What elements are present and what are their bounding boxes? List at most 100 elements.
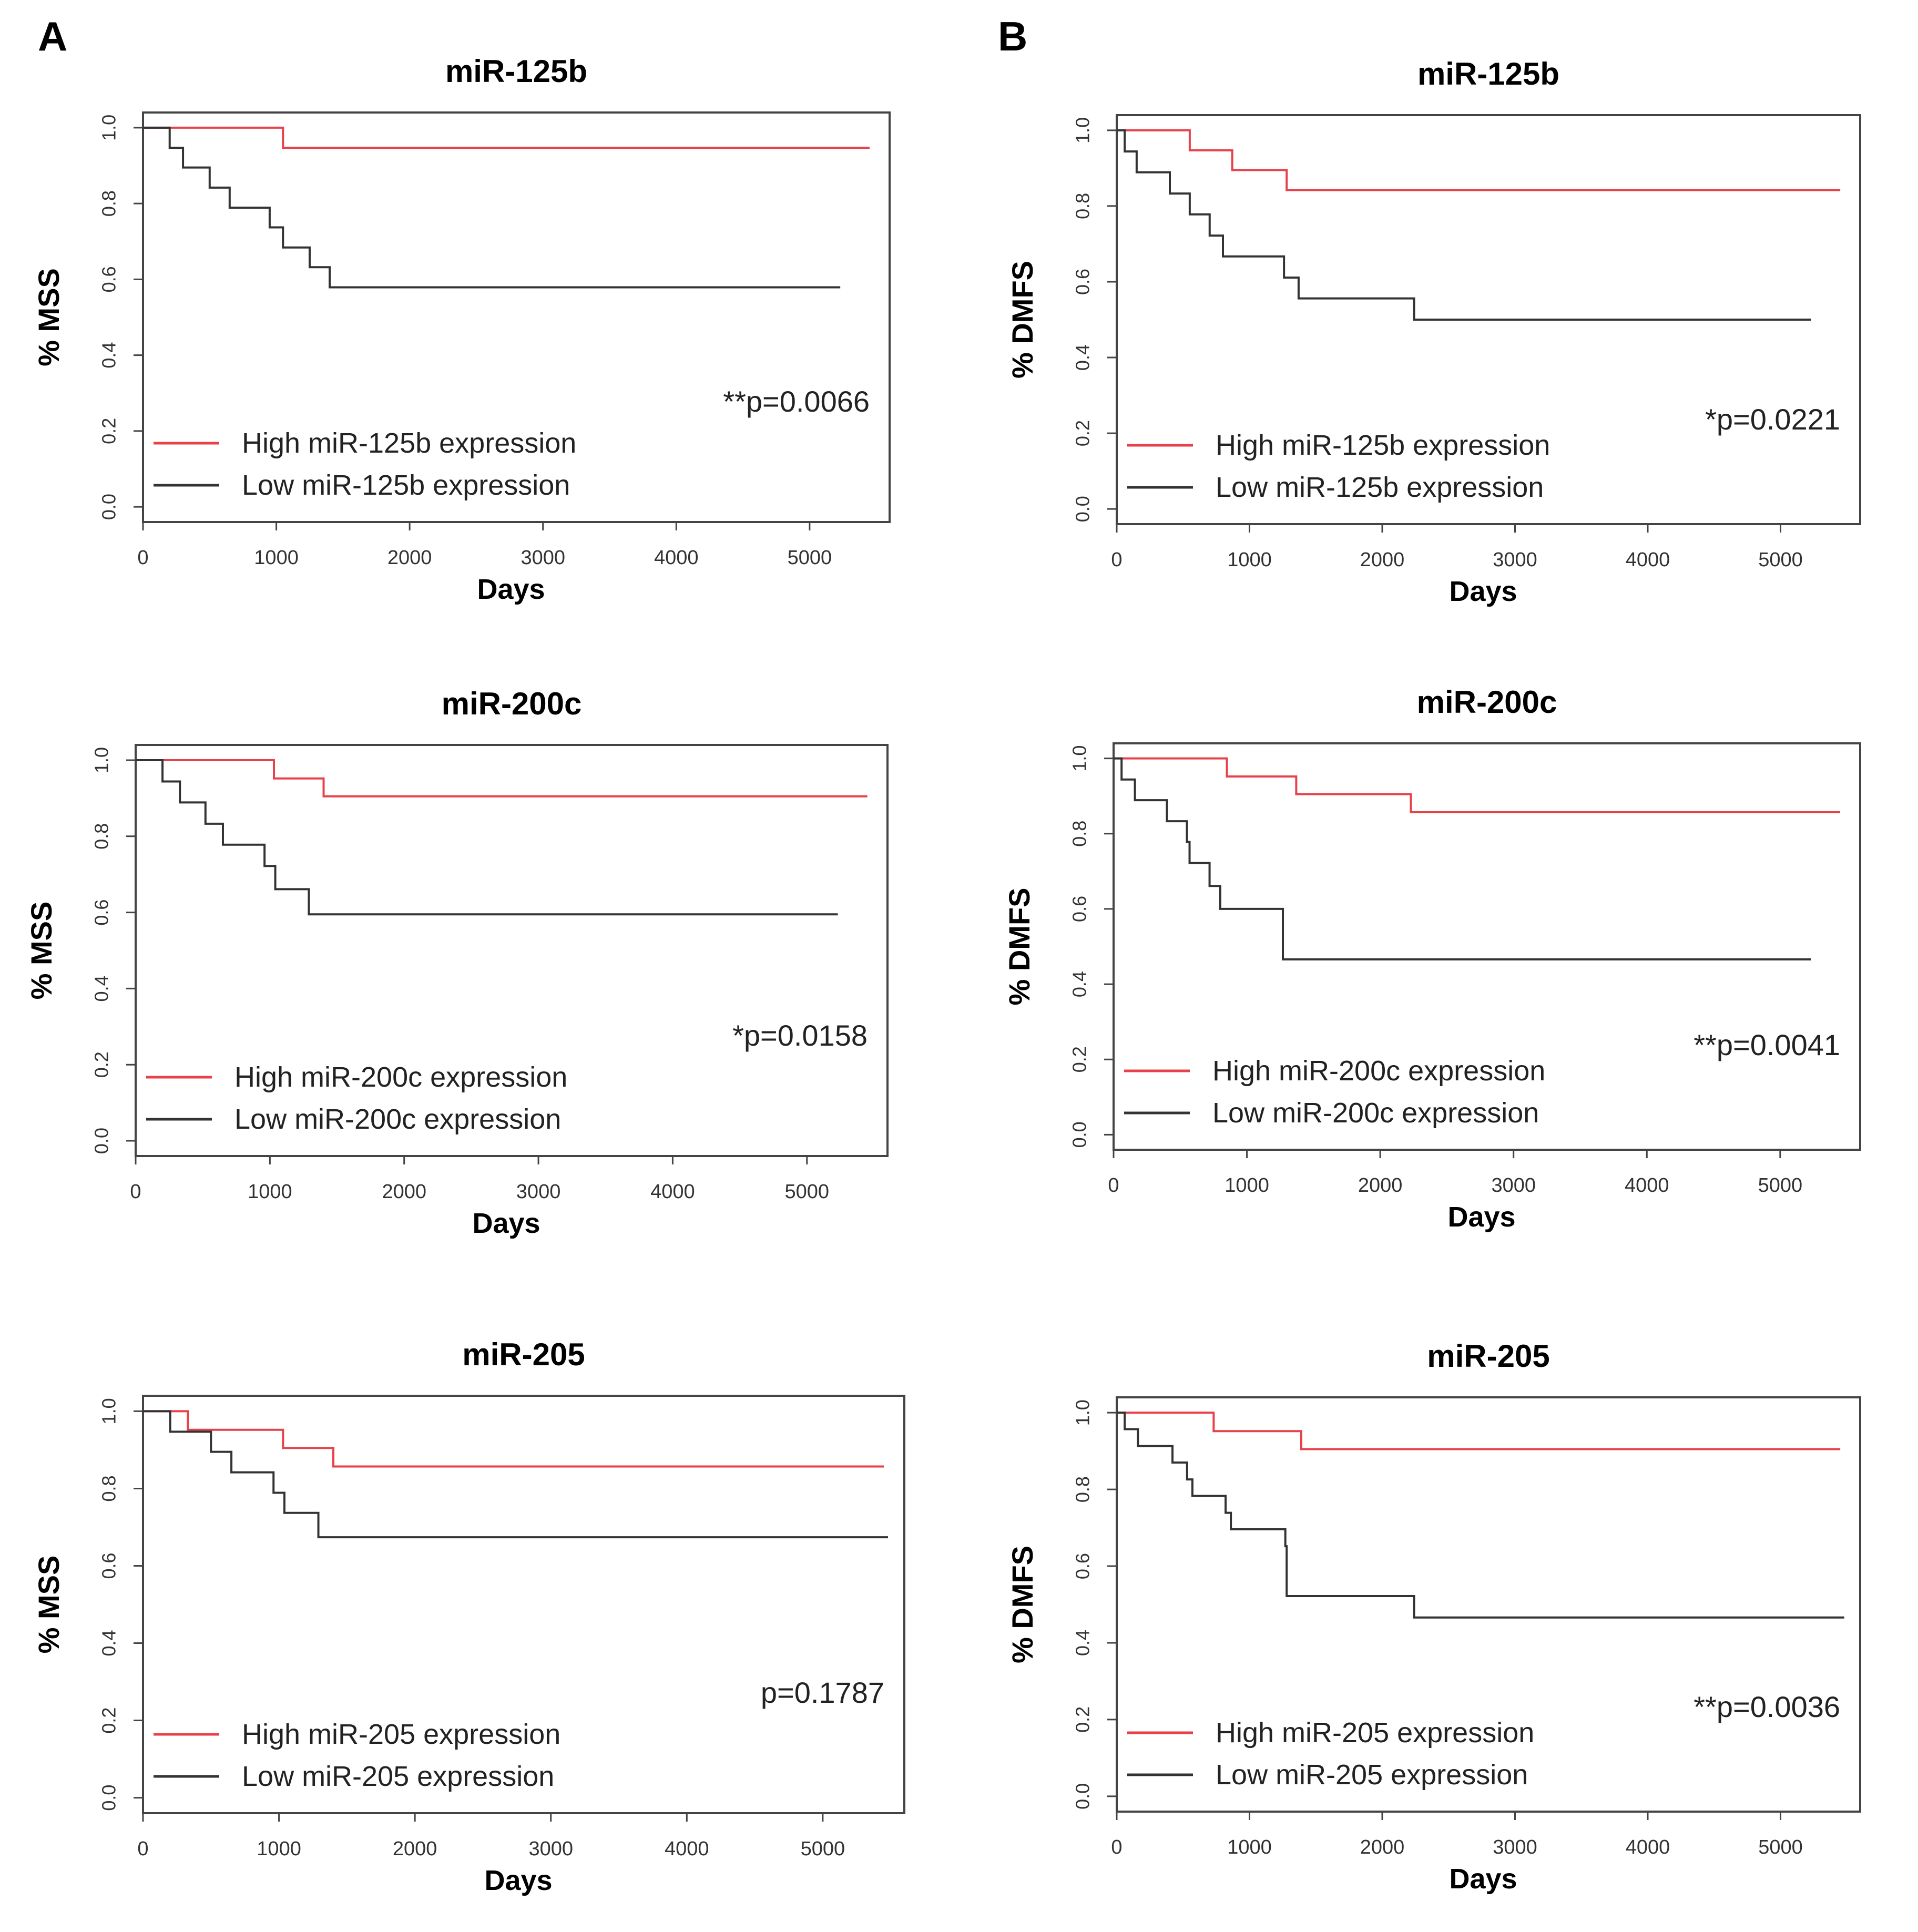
legend-label: High miR-125b expression (1216, 430, 1550, 461)
x-tick-label: 1000 (254, 547, 299, 569)
x-tick-label: 4000 (665, 1838, 709, 1860)
x-tick-label: 4000 (650, 1181, 695, 1203)
y-tick-label: 0.8 (1072, 193, 1094, 219)
high-expression-curve (143, 126, 870, 149)
p-value-annotation: *p=0.0158 (732, 1019, 868, 1052)
x-tick-label: 5000 (1758, 1836, 1803, 1858)
legend-label: Low miR-125b expression (242, 469, 570, 501)
y-axis-label: % DMFS (1006, 1546, 1039, 1663)
chart-title: miR-125b (1417, 56, 1559, 91)
y-axis-label: % MSS (25, 902, 58, 1000)
km-chart-b-mir-205: miR-205 0 1000 2000 3000 4000 5000 Days 0.0 0.2 0.… (1006, 1338, 1861, 1895)
x-tick-label: 0 (1111, 549, 1122, 571)
legend-label: Low miR-200c expression (234, 1103, 561, 1135)
km-chart-b-mir-125b: miR-125b 0 1000 2000 3000 4000 5000 Days 0.0 0.2 0… (1006, 56, 1861, 607)
x-axis-label: Days (484, 1865, 552, 1896)
x-tick-label: 5000 (1758, 549, 1803, 571)
low-expression-curve (136, 759, 838, 916)
x-tick-label: 2000 (382, 1181, 426, 1203)
high-expression-curve (136, 759, 868, 798)
km-chart-a-mir-200c: miR-200c 0 1000 2000 3000 4000 5000 Days 0.0 0.2 0… (25, 686, 889, 1239)
y-tick-label: 0.4 (91, 975, 113, 1001)
x-axis-label: Days (1447, 1201, 1515, 1233)
y-tick-label: 0.4 (1072, 1630, 1094, 1656)
legend-label: Low miR-205 expression (1216, 1759, 1528, 1791)
x-tick-label: 0 (137, 547, 148, 569)
y-tick-label: 0.6 (91, 899, 113, 926)
y-tick-label: 0.4 (98, 342, 120, 369)
chart-title: miR-200c (442, 686, 582, 721)
plot-frame (1116, 1396, 1861, 1813)
plot-frame (135, 744, 889, 1157)
plot-frame (1116, 114, 1861, 525)
low-expression-curve (1117, 1412, 1844, 1619)
p-value-annotation: **p=0.0066 (723, 385, 870, 418)
low-expression-curve (1114, 757, 1811, 960)
x-tick-label: 5000 (788, 547, 832, 569)
plot-frame (142, 111, 891, 523)
y-tick-label: 0.4 (1069, 971, 1090, 997)
x-axis-label: Days (477, 574, 545, 605)
y-tick-label: 1.0 (98, 115, 120, 141)
chart-title: miR-125b (445, 54, 587, 89)
legend-label: High miR-205 expression (1216, 1717, 1534, 1749)
y-tick-label: 0.2 (98, 1708, 120, 1734)
y-axis-label: % DMFS (1006, 261, 1039, 379)
low-expression-curve (143, 1410, 888, 1539)
y-tick-label: 0.0 (91, 1128, 113, 1154)
x-tick-label: 2000 (1358, 1174, 1403, 1197)
y-tick-label: 0.4 (1072, 344, 1094, 371)
legend-label: High miR-200c expression (1212, 1055, 1545, 1087)
high-expression-curve (1117, 129, 1841, 191)
y-tick-label: 1.0 (91, 747, 113, 773)
y-tick-label: 1.0 (98, 1398, 120, 1424)
x-tick-label: 1000 (257, 1838, 301, 1860)
y-tick-label: 1.0 (1072, 117, 1094, 144)
legend-label: High miR-205 expression (242, 1719, 560, 1750)
x-tick-label: 2000 (1360, 549, 1405, 571)
p-value-annotation: **p=0.0036 (1693, 1690, 1840, 1723)
x-tick-label: 5000 (1758, 1174, 1803, 1197)
x-tick-label: 4000 (1626, 549, 1670, 571)
y-tick-label: 0.2 (1069, 1046, 1090, 1072)
p-value-annotation: *p=0.0221 (1705, 403, 1840, 436)
x-tick-label: 3000 (1491, 1174, 1536, 1197)
x-tick-label: 0 (1111, 1836, 1122, 1858)
y-tick-label: 0.2 (1072, 1706, 1094, 1733)
x-tick-label: 3000 (516, 1181, 561, 1203)
x-tick-label: 1000 (1227, 549, 1272, 571)
x-axis-label: Days (1449, 1863, 1517, 1895)
chart-title: miR-205 (1427, 1338, 1549, 1374)
x-axis-label: Days (1449, 576, 1517, 607)
y-axis-label: % DMFS (1003, 888, 1036, 1006)
y-tick-label: 1.0 (1069, 745, 1090, 772)
y-tick-label: 0.8 (98, 190, 120, 217)
x-tick-label: 1000 (248, 1181, 292, 1203)
y-tick-label: 0.6 (1072, 1553, 1094, 1579)
y-tick-label: 0.0 (98, 494, 120, 520)
legend-label: Low miR-125b expression (1216, 472, 1544, 503)
x-tick-label: 2000 (393, 1838, 437, 1860)
km-chart-a-mir-125b: miR-125b 0 1000 2000 3000 4000 5000 Days 0.0 0.2 0… (32, 54, 891, 605)
x-tick-label: 1000 (1227, 1836, 1272, 1858)
p-value-annotation: p=0.1787 (761, 1676, 884, 1709)
y-tick-label: 0.8 (98, 1475, 120, 1501)
y-tick-label: 0.6 (1072, 269, 1094, 295)
legend-label: High miR-125b expression (242, 427, 576, 459)
y-tick-label: 0.2 (1072, 420, 1094, 446)
y-tick-label: 0.2 (91, 1051, 113, 1078)
x-tick-label: 4000 (1625, 1174, 1669, 1197)
y-axis-label: % MSS (32, 268, 65, 366)
x-tick-label: 3000 (1493, 1836, 1537, 1858)
x-tick-label: 2000 (1360, 1836, 1405, 1858)
legend-label: Low miR-200c expression (1212, 1097, 1539, 1129)
x-axis-label: Days (472, 1208, 540, 1239)
plot-frame (142, 1395, 905, 1814)
x-tick-label: 3000 (521, 547, 565, 569)
x-tick-label: 4000 (654, 547, 699, 569)
y-tick-label: 0.6 (98, 1552, 120, 1579)
y-tick-label: 0.6 (98, 266, 120, 292)
x-tick-label: 2000 (387, 547, 432, 569)
y-tick-label: 0.4 (98, 1630, 120, 1656)
panel-label-b: B (998, 13, 1028, 59)
